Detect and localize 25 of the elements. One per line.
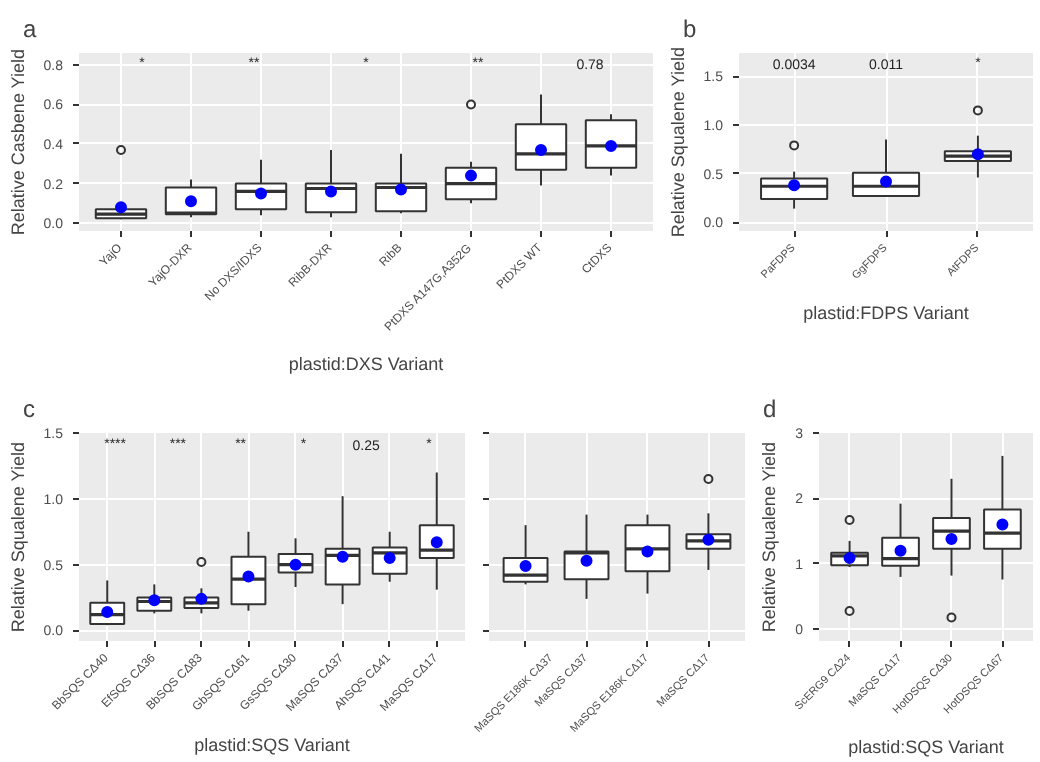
x-axis-title: plastid:FDPS Variant — [803, 302, 970, 323]
chart-title: d — [763, 395, 777, 423]
y-axis-title: Relative Squalene Yield — [7, 442, 28, 633]
point — [395, 183, 407, 196]
point — [535, 143, 547, 156]
point — [605, 139, 617, 152]
chart-title: c — [23, 395, 35, 423]
point — [971, 148, 984, 161]
point — [788, 179, 801, 192]
point — [255, 187, 267, 200]
chart-title: b — [683, 15, 697, 43]
point — [195, 592, 208, 605]
x-axis-title: plastid:SQS Variant — [194, 734, 351, 755]
point — [336, 550, 349, 563]
y-axis-title: Relative Squalene Yield — [667, 47, 688, 238]
point — [185, 195, 197, 208]
x-axis-title: plastid:DXS Variant — [288, 354, 445, 375]
chart-title: a — [23, 15, 37, 43]
point — [115, 201, 127, 214]
point — [880, 175, 892, 188]
y-axis-title: Relative Casbene Yield — [7, 49, 28, 236]
point — [465, 169, 477, 182]
point — [325, 185, 337, 198]
y-axis-title: Relative Squalene Yield — [759, 442, 780, 633]
x-axis-title: plastid:SQS Variant — [848, 737, 1005, 758]
